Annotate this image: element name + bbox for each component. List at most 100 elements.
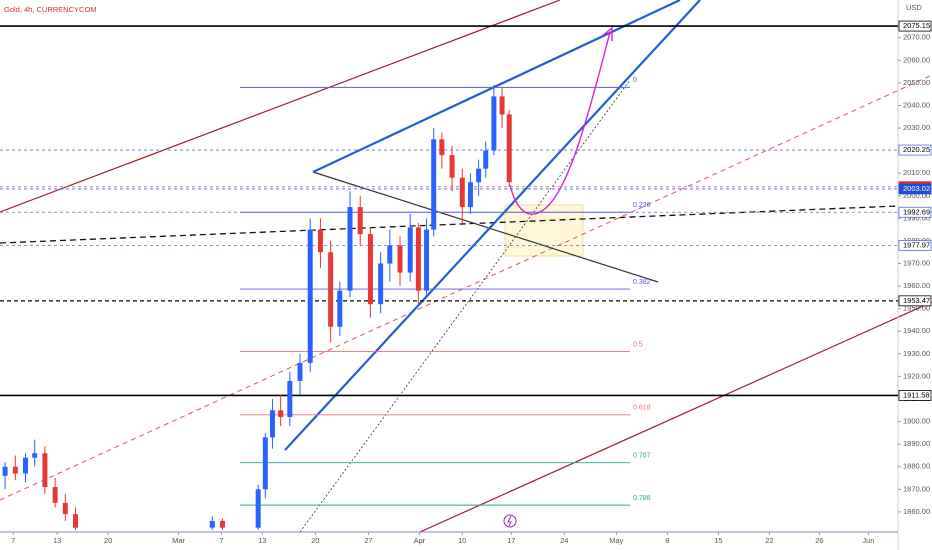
- candle-body: [2, 466, 8, 476]
- event-icon[interactable]: [503, 514, 517, 528]
- channel-line: [0, 0, 561, 213]
- candle-body: [307, 229, 313, 363]
- candle-body: [431, 139, 437, 230]
- price-label: 1953.47: [903, 296, 930, 305]
- fib-label: 0.5: [633, 341, 643, 348]
- fib-label: 0.707: [633, 453, 651, 460]
- x-tick-label: 24: [560, 536, 568, 545]
- price-label-box: [898, 295, 932, 307]
- candle-body: [269, 410, 275, 438]
- candle-body: [219, 520, 225, 528]
- price-label-box: [898, 183, 932, 195]
- y-tick-label: 2050.00: [903, 78, 930, 87]
- fib-label: 0.236: [633, 202, 651, 209]
- candle-body: [459, 177, 465, 208]
- x-tick-label: 8: [665, 536, 669, 545]
- projection-arrow: [601, 26, 613, 41]
- price-label-box: [898, 20, 932, 32]
- candle-body: [255, 489, 261, 528]
- price-label: 1911.58: [903, 390, 930, 399]
- x-tick-label: 27: [364, 536, 372, 545]
- y-tick-label: 1860.00: [903, 507, 930, 516]
- y-tick-label: 1880.00: [903, 462, 930, 471]
- fib-label: 0.618: [633, 405, 651, 412]
- candle-body: [424, 229, 430, 291]
- price-label: 2003.02: [903, 184, 930, 193]
- triangle-line: [312, 171, 659, 283]
- candle-body: [483, 150, 489, 169]
- price-label: 2075.15: [903, 21, 930, 30]
- dotted-line: [299, 79, 631, 533]
- y-tick-label: 1930.00: [903, 349, 930, 358]
- candle-body: [491, 96, 497, 151]
- y-tick-label: 2000.00: [903, 191, 930, 200]
- x-tick-label: 26: [815, 536, 823, 545]
- candle-body: [397, 245, 403, 273]
- y-tick-label: 2010.00: [903, 168, 930, 177]
- x-tick-label: May: [609, 536, 623, 545]
- candle-body: [278, 410, 284, 418]
- channel-line: [419, 301, 932, 533]
- y-tick-label: 1920.00: [903, 371, 930, 380]
- x-tick-label: 20: [311, 536, 319, 545]
- candles: [2, 85, 512, 530]
- fib-label: 0.382: [633, 279, 651, 286]
- candle-body: [357, 207, 363, 235]
- candle-body: [347, 207, 353, 291]
- candle-body: [499, 96, 505, 115]
- y-tick-label: 2040.00: [903, 100, 930, 109]
- candle-body: [209, 520, 215, 528]
- candle-body: [415, 227, 421, 291]
- x-tick-label: 22: [765, 536, 773, 545]
- projection-path: [509, 31, 611, 215]
- x-tick-label: 15: [714, 536, 722, 545]
- candle-body: [506, 114, 512, 183]
- y-tick-label: 1940.00: [903, 326, 930, 335]
- y-tick-label: 1960.00: [903, 281, 930, 290]
- y-tick-label: 1970.00: [903, 259, 930, 268]
- candle-body: [378, 263, 384, 305]
- x-tick-label: Jun: [862, 536, 874, 545]
- candle-body: [287, 380, 293, 418]
- wedge-line: [284, 0, 701, 451]
- price-label-box: [898, 240, 932, 251]
- x-tick-label: Mar: [172, 536, 185, 545]
- candle-body: [262, 437, 268, 490]
- x-tick-label: Apr: [414, 536, 426, 545]
- y-tick-label: 2060.00: [903, 55, 930, 64]
- candle-body: [317, 229, 323, 253]
- x-tick-label: 20: [104, 536, 112, 545]
- candle-body: [42, 453, 48, 488]
- x-tick-label: 13: [53, 536, 61, 545]
- candle-body: [52, 487, 58, 503]
- axis-unit: USD: [906, 3, 922, 12]
- chart-title: Gold, 4h, CURRENCYCOM: [4, 5, 97, 14]
- y-tick-label: 2070.00: [903, 33, 930, 42]
- x-tick-label: 7: [11, 536, 15, 545]
- price-label: 1992.69: [903, 207, 930, 216]
- candle-body: [387, 245, 393, 264]
- fib-label: 0: [633, 77, 637, 84]
- x-tick-label: 13: [258, 536, 266, 545]
- y-tick-label: 1890.00: [903, 439, 930, 448]
- candle-body: [62, 502, 68, 515]
- candle-body: [12, 466, 18, 474]
- candle-body: [476, 168, 482, 183]
- x-tick-label: 10: [458, 536, 466, 545]
- candle-body: [407, 227, 413, 273]
- y-tick-label: 1950.00: [903, 304, 930, 313]
- candle-body: [439, 139, 445, 156]
- candle-body: [73, 514, 79, 528]
- candle-body: [467, 182, 473, 208]
- y-tick-label: 1870.00: [903, 484, 930, 493]
- drawings: [0, 0, 932, 533]
- x-tick-label: 17: [507, 536, 515, 545]
- event-icon-bolt: [507, 515, 512, 527]
- fib-label: 0.786: [633, 495, 651, 502]
- price-label-box: [898, 144, 932, 156]
- candle-body: [367, 234, 373, 305]
- candle-body: [337, 290, 343, 327]
- zone-box: [504, 204, 584, 257]
